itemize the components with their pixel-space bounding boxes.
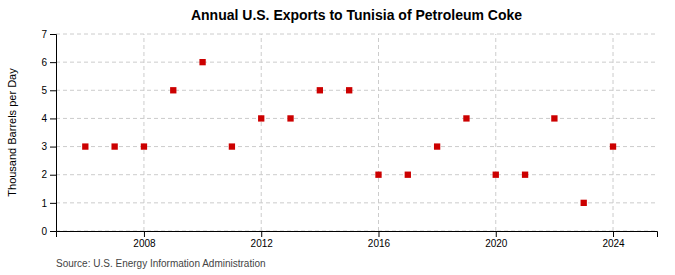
grid-line-y [56, 34, 657, 35]
y-tick-mark [50, 90, 56, 91]
y-axis-line [50, 35, 57, 232]
point [141, 143, 147, 149]
point [551, 115, 557, 121]
y-tick-label: 3 [41, 141, 47, 152]
x-tick-mark [496, 231, 497, 237]
point [610, 143, 616, 149]
grid-line-y [56, 62, 657, 63]
y-tick: 1 [41, 198, 56, 209]
point [346, 87, 352, 93]
x-tick-label: 2020 [485, 238, 508, 249]
x-tick: 2016 [368, 231, 391, 249]
point [317, 87, 323, 93]
x-axis: 2008 2012 2016 2020 2024 [57, 231, 658, 249]
point [229, 143, 235, 149]
y-tick-mark [50, 231, 56, 232]
x-tick: 2012 [251, 231, 274, 249]
y-tick-mark [50, 62, 56, 63]
point [258, 115, 264, 121]
x-tick: 2020 [485, 231, 508, 249]
y-tick: 7 [41, 29, 56, 40]
y-axis-title: Thousand Barrels per Day [6, 68, 18, 197]
grid-line-y [56, 90, 657, 91]
point [170, 87, 176, 93]
y-tick-label: 5 [41, 85, 47, 96]
y-tick-label: 1 [41, 198, 47, 209]
x-axis-line [57, 232, 658, 238]
point [82, 143, 88, 149]
y-tick-label: 4 [41, 113, 47, 124]
y-tick: 0 [41, 226, 56, 237]
y-tick-label: 7 [41, 29, 47, 40]
x-tick-mark [613, 231, 614, 237]
point [405, 172, 411, 178]
x-tick: 2008 [133, 231, 156, 249]
point [463, 115, 469, 121]
point [375, 172, 381, 178]
y-tick-mark [50, 118, 56, 119]
x-tick-mark [261, 231, 262, 237]
y-tick-mark [50, 175, 56, 176]
x-tick-mark [144, 231, 145, 237]
x-tick-label: 2008 [133, 238, 156, 249]
grid-line-y [56, 174, 657, 175]
y-axis: 0 1 2 3 4 5 6 7 [41, 29, 56, 237]
y-tick-mark [50, 147, 56, 148]
x-tick-label: 2024 [602, 238, 625, 249]
point [581, 200, 587, 206]
grid-line-y [56, 202, 657, 203]
y-tick: 3 [41, 141, 56, 152]
point [522, 172, 528, 178]
grid-line-x [378, 34, 379, 231]
point [111, 143, 117, 149]
point [199, 59, 205, 65]
x-tick-label: 2016 [368, 238, 391, 249]
point [434, 143, 440, 149]
plot-area [82, 59, 616, 206]
y-tick-label: 6 [41, 57, 47, 68]
y-tick: 4 [41, 113, 56, 124]
grid-line-y [56, 118, 657, 119]
grid [56, 34, 657, 231]
y-tick-label: 0 [41, 226, 47, 237]
y-tick-mark [50, 203, 56, 204]
x-tick: 2024 [602, 231, 625, 249]
y-tick-label: 2 [41, 169, 47, 180]
point [493, 172, 499, 178]
grid-line-x [143, 34, 144, 231]
point [287, 115, 293, 121]
y-tick: 2 [41, 169, 56, 180]
x-tick-mark [378, 231, 379, 237]
y-tick: 6 [41, 57, 56, 68]
y-tick-mark [50, 34, 56, 35]
source-note: Source: U.S. Energy Information Administ… [56, 258, 266, 269]
grid-line-x [261, 34, 262, 231]
y-tick: 5 [41, 85, 56, 96]
chart: 2008 2012 2016 2020 2024 0 1 2 3 4 5 6 7 Annual U.S. … [0, 0, 675, 275]
grid-line-x [495, 34, 496, 231]
x-tick-label: 2012 [251, 238, 274, 249]
grid-line-x [613, 34, 614, 231]
title: Annual U.S. Exports to Tunisia of Petrol… [191, 7, 522, 23]
